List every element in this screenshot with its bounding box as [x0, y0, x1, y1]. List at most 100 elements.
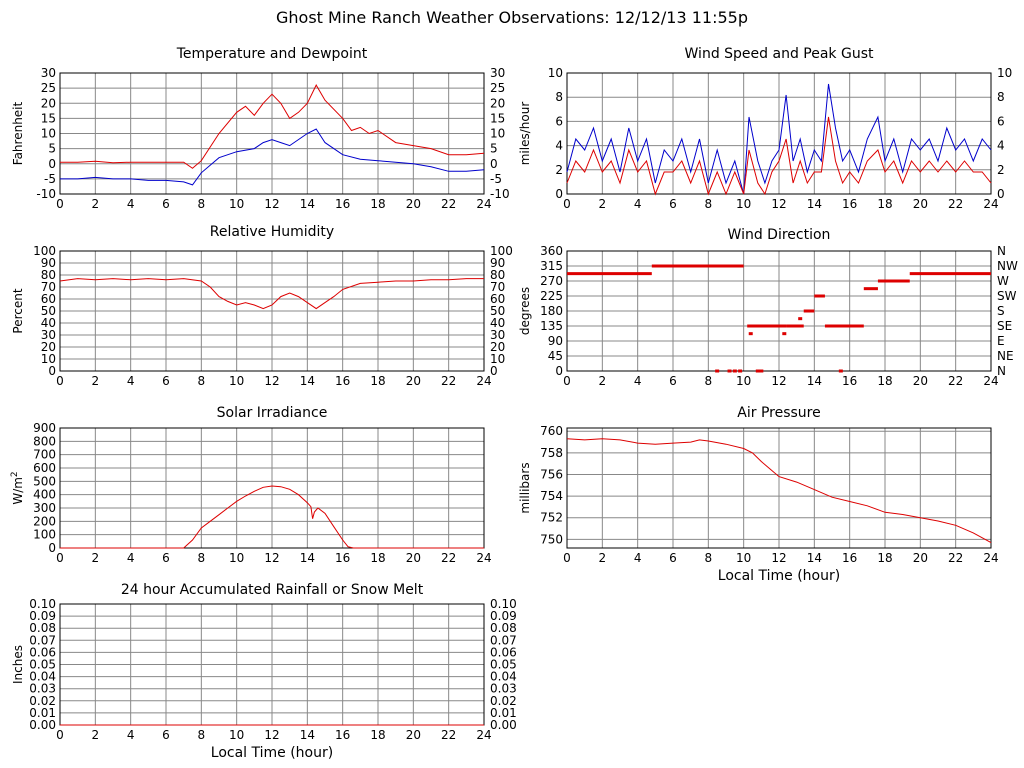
x-tick-label: 20 — [406, 728, 421, 742]
x-tick-label: 24 — [476, 197, 491, 211]
y-tick-label: 60 — [41, 292, 56, 306]
y-axis-label-text: Inches — [11, 645, 25, 684]
y-tick-label: 8 — [555, 90, 563, 104]
series-line-1 — [60, 128, 485, 186]
x-tick-label: 20 — [406, 551, 421, 565]
plot-frame — [566, 72, 992, 195]
y-tick-label-right: 0.03 — [490, 682, 517, 696]
x-tick-label: 2 — [92, 197, 100, 211]
series-line-1 — [566, 116, 992, 196]
y-tick-label-right: 70 — [490, 280, 505, 294]
series-line-0 — [566, 438, 992, 544]
x-tick-label: 16 — [842, 374, 857, 388]
y-tick-label-right: 0 — [490, 157, 498, 171]
direction-point — [738, 369, 743, 373]
y-tick-label-right: 20 — [490, 96, 505, 110]
y-tick-label: 0 — [555, 187, 563, 201]
y-tick-label: 2 — [555, 163, 563, 177]
x-tick-label: 4 — [127, 728, 135, 742]
x-tick-label: 12 — [771, 197, 786, 211]
x-tick-label: 12 — [264, 197, 279, 211]
x-tick-label: 10 — [736, 551, 751, 565]
y-tick-label: 45 — [548, 349, 563, 363]
x-tick-label: 22 — [948, 197, 963, 211]
y-tick-label: 0 — [48, 364, 56, 378]
chart-title: Solar Irradiance — [217, 405, 328, 421]
y-tick-label-right: NW — [997, 259, 1018, 273]
direction-point — [759, 369, 764, 373]
y-tick-label: 25 — [41, 81, 56, 95]
plot-frame — [59, 72, 485, 195]
y-tick-label: 0 — [48, 157, 56, 171]
y-tick-label: 600 — [33, 461, 56, 475]
y-tick-label: 0.04 — [29, 670, 56, 684]
y-axis-label: millibars — [518, 462, 532, 513]
x-tick-label: 16 — [335, 728, 350, 742]
chart-title: Air Pressure — [737, 405, 820, 421]
series-line-0 — [60, 84, 485, 169]
y-tick-label: 360 — [540, 244, 563, 258]
y-tick-label-right: 100 — [490, 244, 513, 258]
x-tick-label: 0 — [56, 551, 64, 565]
x-tick-label: 10 — [736, 374, 751, 388]
x-tick-label: 4 — [634, 551, 642, 565]
x-tick-label: 6 — [669, 374, 677, 388]
x-tick-label: 12 — [771, 374, 786, 388]
y-axis-label: Fahrenheit — [11, 101, 25, 165]
x-tick-label: 24 — [476, 551, 491, 565]
y-tick-label: 0.00 — [29, 718, 56, 732]
y-tick-label-right: 0.05 — [490, 658, 517, 672]
plot-frame — [566, 250, 992, 372]
y-tick-label: 90 — [41, 256, 56, 270]
series-line-0 — [60, 485, 484, 549]
y-axis-label-text: Percent — [11, 288, 25, 333]
y-tick-label: 10 — [41, 352, 56, 366]
y-tick-label: 0.08 — [29, 621, 56, 635]
y-tick-label-right: 10 — [490, 127, 505, 141]
y-axis-label-text: millibars — [518, 462, 532, 513]
x-tick-label: 2 — [599, 197, 607, 211]
y-tick-label-right: 40 — [490, 316, 505, 330]
x-tick-label: 18 — [370, 374, 385, 388]
x-tick-label: 2 — [92, 374, 100, 388]
x-tick-label: 8 — [705, 197, 713, 211]
chart-title: Wind Direction — [728, 227, 831, 243]
y-tick-label: 100 — [33, 528, 56, 542]
y-tick-label: 754 — [540, 489, 563, 503]
y-tick-label: 15 — [41, 111, 56, 125]
x-tick-label: 10 — [229, 551, 244, 565]
y-tick-label-right: 0.02 — [490, 694, 517, 708]
y-tick-label-right: 10 — [490, 352, 505, 366]
x-tick-label: 6 — [162, 551, 170, 565]
y-tick-label: 100 — [33, 244, 56, 258]
y-tick-label-right: 0.00 — [490, 718, 517, 732]
x-tick-label: 20 — [406, 197, 421, 211]
direction-point — [715, 369, 720, 373]
series-line-0 — [59, 278, 484, 310]
y-tick-label: 200 — [33, 514, 56, 528]
y-tick-label-right: W — [997, 274, 1009, 288]
y-tick-label-right: N — [997, 244, 1006, 258]
y-tick-label: 756 — [540, 467, 563, 481]
x-tick-label: 12 — [264, 728, 279, 742]
x-tick-label: 18 — [370, 551, 385, 565]
y-tick-label-right: 60 — [490, 292, 505, 306]
y-tick-label-right: -10 — [490, 187, 510, 201]
y-axis-label-sup: 2 — [10, 471, 20, 477]
x-tick-label: 2 — [92, 551, 100, 565]
y-tick-label: 225 — [540, 289, 563, 303]
y-axis-label: miles/hour — [518, 102, 532, 166]
y-tick-label: 10 — [41, 127, 56, 141]
y-tick-label: 30 — [41, 328, 56, 342]
y-tick-label: 10 — [548, 66, 563, 80]
x-tick-label: 6 — [162, 197, 170, 211]
direction-point — [838, 369, 843, 373]
x-tick-label: 0 — [563, 551, 571, 565]
y-tick-label: 4 — [555, 139, 563, 153]
y-tick-label-right: 4 — [997, 139, 1005, 153]
x-tick-label: 18 — [370, 728, 385, 742]
chart-title: 24 hour Accumulated Rainfall or Snow Mel… — [121, 582, 424, 598]
x-tick-label: 20 — [913, 374, 928, 388]
